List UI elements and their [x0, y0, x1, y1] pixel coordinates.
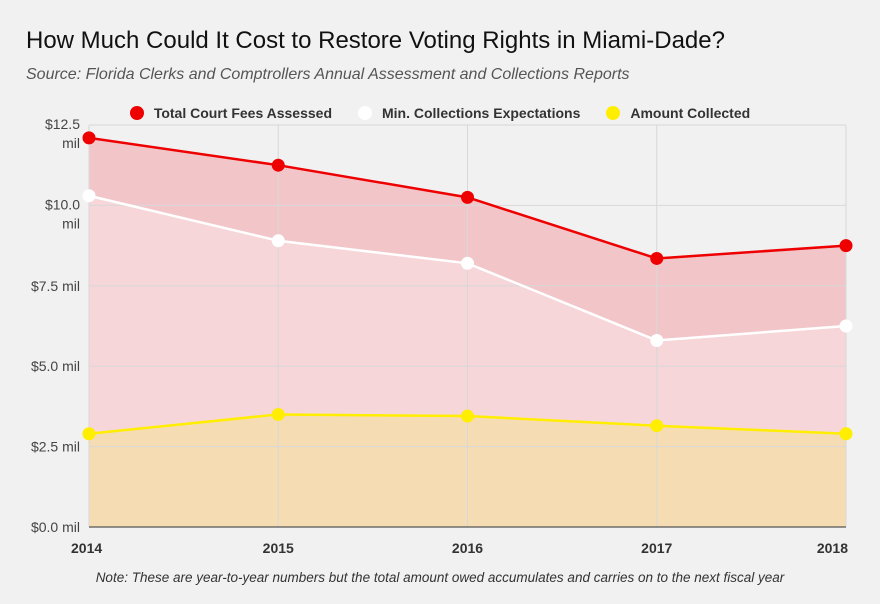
y-tick-label: $0.0 mil	[31, 519, 80, 535]
chart-note: Note: These are year-to-year numbers but…	[0, 570, 880, 585]
data-point-min-collections	[840, 320, 853, 333]
data-point-min-collections	[461, 257, 474, 270]
data-point-min-collections	[272, 234, 285, 247]
y-tick-label: $10.0 mil	[45, 196, 80, 231]
data-point-min-collections	[650, 334, 663, 347]
data-point-amount-collected	[650, 419, 663, 432]
x-tick-label: 2014	[71, 540, 102, 556]
x-tick-label: 2015	[263, 540, 294, 556]
y-tick-label: $7.5 mil	[31, 278, 80, 294]
x-tick-label: 2018	[817, 540, 848, 556]
data-point-amount-collected	[461, 410, 474, 423]
y-tick-label: $5.0 mil	[31, 358, 80, 374]
chart-plot: $0.0 mil $2.5 mil $5.0 mil $7.5 mil $10.0 mil…	[0, 0, 880, 604]
data-point-total-court-fees	[650, 252, 663, 265]
data-point-total-court-fees	[461, 191, 474, 204]
data-point-total-court-fees	[840, 239, 853, 252]
data-point-total-court-fees	[83, 131, 96, 144]
data-point-amount-collected	[840, 427, 853, 440]
data-point-amount-collected	[83, 427, 96, 440]
data-point-min-collections	[83, 189, 96, 202]
y-tick-label: $12.5 mil	[45, 116, 80, 151]
y-tick-label: $2.5 mil	[31, 439, 80, 455]
data-point-total-court-fees	[272, 159, 285, 172]
x-tick-label: 2016	[452, 540, 483, 556]
data-point-amount-collected	[272, 408, 285, 421]
x-tick-label: 2017	[641, 540, 672, 556]
